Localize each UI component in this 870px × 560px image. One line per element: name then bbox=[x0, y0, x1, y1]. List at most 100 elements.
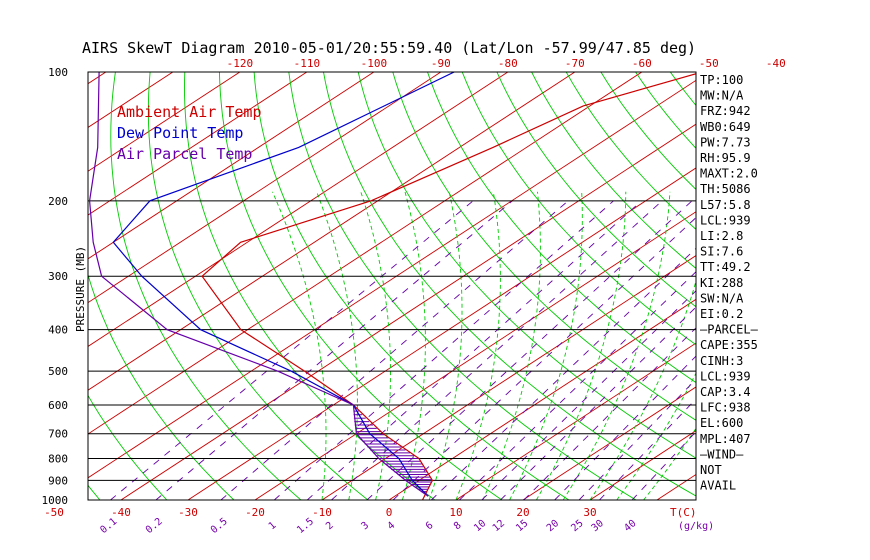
mixing-ratio-line bbox=[392, 216, 696, 500]
plot-frame bbox=[87, 71, 697, 501]
side-panel-item: MPL:407 bbox=[700, 432, 751, 446]
side-panel-item: L57:5.8 bbox=[700, 198, 751, 212]
mixing-ratio-line bbox=[306, 200, 642, 500]
dry-adiabat-line bbox=[253, 72, 570, 500]
temperature-axis-top: -120 -110 -100 -90 -80 -70 -60 -50 -40 bbox=[227, 57, 786, 70]
pressure-tick-label: 300 bbox=[48, 270, 68, 283]
side-panel-item: LCL:939 bbox=[700, 213, 751, 227]
side-panel-item: MW:N/A bbox=[700, 89, 744, 103]
moist-adiabat-line bbox=[272, 191, 327, 500]
top-temperature-tick-label: -80 bbox=[498, 57, 518, 70]
side-panel-item: LFC:938 bbox=[700, 401, 751, 415]
mixing-ratio-line bbox=[523, 327, 696, 500]
dry-adiabat-line bbox=[323, 72, 696, 497]
side-panel-item: EI:0.2 bbox=[700, 307, 743, 321]
temperature-tick-label: 0 bbox=[386, 506, 393, 519]
dry-adiabat-line bbox=[844, 72, 870, 500]
moist-adiabat-line bbox=[360, 191, 391, 500]
mixing-ratio-tick-label: 10 bbox=[472, 518, 488, 534]
side-panel-item: PW:7.73 bbox=[700, 135, 751, 149]
mixing-ratio-tick-label: 0.5 bbox=[209, 516, 230, 536]
isotherm-line bbox=[88, 72, 241, 172]
mixing-ratio-tick-label: 1 bbox=[267, 520, 279, 532]
side-panel-item: MAXT:2.0 bbox=[700, 167, 758, 181]
dry-adiabat-line bbox=[110, 72, 302, 500]
isotherm-line bbox=[88, 72, 509, 347]
pressure-tick-label: 600 bbox=[48, 399, 68, 412]
moist-adiabat-grid bbox=[272, 191, 696, 500]
moist-adiabat-line bbox=[482, 191, 541, 500]
mixing-ratio-tick-label: 40 bbox=[622, 518, 638, 534]
mixing-ratio-tick-label: 1.5 bbox=[295, 516, 316, 536]
temperature-tick-label: 10 bbox=[449, 506, 462, 519]
top-temperature-tick-label: -50 bbox=[699, 57, 719, 70]
dry-adiabat-line bbox=[496, 72, 696, 308]
dry-adiabat-line bbox=[88, 394, 168, 500]
dry-adiabat-line bbox=[392, 72, 696, 421]
mixing-ratio-tick-label: 2 bbox=[324, 520, 336, 532]
mixing-ratio-axis: 0.1 0.2 0.5 1 1.5 2 3 4 6 8 10 12 15 20 25 30 40 bbox=[98, 516, 638, 536]
dry-adiabat-line bbox=[461, 72, 696, 346]
side-panel-item: LI:2.8 bbox=[700, 229, 743, 243]
side-panel-item: LCL:939 bbox=[700, 369, 751, 383]
side-panel-item: TP:100 bbox=[700, 73, 743, 87]
side-panel-item: TH:5086 bbox=[700, 182, 751, 196]
side-panel-item: –PARCEL– bbox=[700, 323, 759, 337]
isotherm-line bbox=[0, 72, 39, 500]
isotherm-line bbox=[120, 123, 696, 500]
mixing-ratio-tick-label: 30 bbox=[590, 518, 606, 534]
moist-adiabat-line bbox=[401, 191, 426, 500]
mixing-ratio-line bbox=[459, 271, 696, 500]
pressure-tick-label: 1000 bbox=[42, 494, 69, 507]
ambient-temp-line bbox=[201, 73, 696, 500]
temperature-tick-label: 20 bbox=[516, 506, 529, 519]
pressure-tick-label: 400 bbox=[48, 324, 68, 337]
side-panel-item: NOT bbox=[700, 463, 722, 477]
mixing-ratio-tick-label: 6 bbox=[424, 520, 436, 532]
dry-adiabat-line bbox=[774, 72, 870, 500]
mixing-ratio-line bbox=[431, 247, 696, 500]
legend-entry: Air Parcel Temp bbox=[117, 145, 252, 163]
side-panel-item: FRZ:942 bbox=[700, 104, 751, 118]
moist-adiabat-line bbox=[536, 191, 627, 500]
dry-adiabat-line bbox=[288, 72, 637, 500]
legend-entry: Ambient Air Temp bbox=[117, 103, 262, 121]
mixing-ratio-line bbox=[220, 200, 569, 500]
side-panel-item: SI:7.6 bbox=[700, 245, 743, 259]
top-temperature-tick-label: -110 bbox=[294, 57, 321, 70]
dry-adiabat-grid bbox=[88, 72, 870, 500]
dry-adiabat-line bbox=[809, 72, 870, 500]
legend-entry: Dew Point Temp bbox=[117, 124, 243, 142]
mixing-ratio-tick-label: 8 bbox=[452, 520, 464, 532]
dry-adiabat-line bbox=[427, 72, 696, 384]
top-temperature-tick-label: -120 bbox=[227, 57, 254, 70]
isotherm-line bbox=[254, 211, 696, 500]
mixing-ratio-line bbox=[481, 290, 696, 500]
temperature-tick-label: -30 bbox=[178, 506, 198, 519]
dry-adiabat-line bbox=[88, 273, 235, 500]
isotherm-line bbox=[88, 72, 576, 391]
side-panel-item: CAPE:355 bbox=[700, 338, 758, 352]
parcel-temp-line bbox=[88, 72, 429, 497]
pressure-tick-label: 800 bbox=[48, 453, 68, 466]
pressure-tick-label: 900 bbox=[48, 474, 68, 487]
dry-adiabat-line bbox=[184, 72, 436, 500]
isotherm-line bbox=[455, 342, 696, 500]
moist-adiabat-line bbox=[509, 191, 583, 500]
mixing-ratio-tick-label: 12 bbox=[491, 518, 507, 534]
isotherm-line bbox=[88, 72, 308, 216]
mixing-ratio-line bbox=[500, 306, 696, 500]
dry-adiabat-line bbox=[565, 72, 696, 230]
moist-adiabat-line bbox=[316, 191, 358, 500]
mixing-ratio-tick-label: 0.1 bbox=[98, 516, 119, 536]
top-temperature-tick-label: -40 bbox=[766, 57, 786, 70]
side-panel-item: CINH:3 bbox=[700, 354, 743, 368]
legend: Ambient Air Temp Dew Point Temp Air Parcel… bbox=[117, 103, 262, 163]
side-panel-item: CAP:3.4 bbox=[700, 385, 751, 399]
pressure-axis-label: PRESSURE (MB) bbox=[74, 246, 87, 332]
side-panel-item: KI:288 bbox=[700, 276, 743, 290]
moist-adiabat-line bbox=[643, 427, 696, 500]
isotherm-line bbox=[321, 255, 696, 500]
mixing-ratio-tick-label: 25 bbox=[569, 518, 585, 534]
